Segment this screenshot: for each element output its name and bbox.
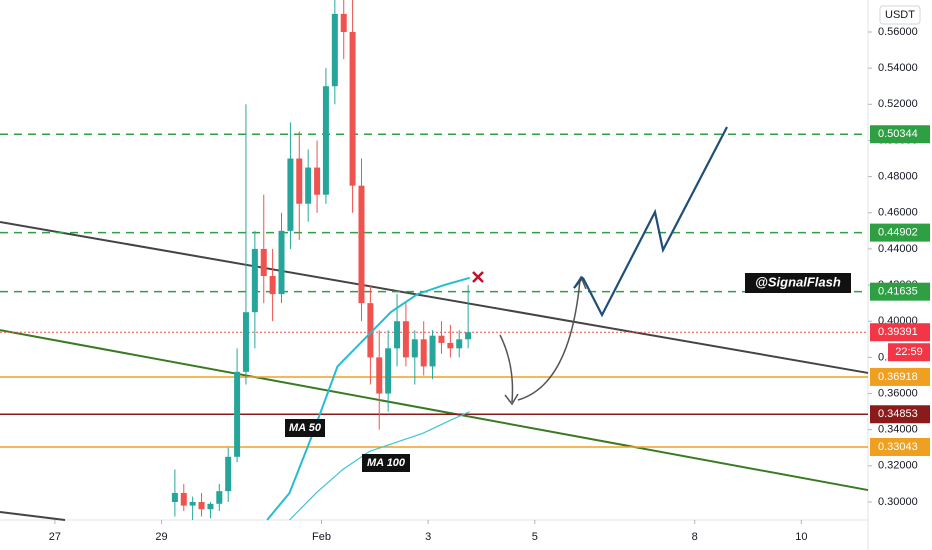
level-price-label: 0.44902 bbox=[878, 227, 918, 239]
candle-body bbox=[296, 158, 303, 204]
candle-body bbox=[438, 335, 445, 343]
x-tick-label: Feb bbox=[312, 531, 331, 543]
down-arrow-head bbox=[504, 393, 519, 406]
y-tick-label: 0.48000 bbox=[878, 171, 918, 183]
currency-box bbox=[879, 5, 921, 25]
y-tick-label: 0.32000 bbox=[878, 460, 918, 472]
x-marker bbox=[472, 271, 484, 283]
candle-body bbox=[242, 312, 249, 372]
candle-body bbox=[349, 31, 356, 186]
candle-body bbox=[171, 492, 178, 502]
up-arrow bbox=[517, 279, 581, 401]
candle-body bbox=[216, 491, 223, 504]
y-tick-label: 0.30000 bbox=[878, 496, 918, 508]
level-price-box bbox=[870, 125, 930, 144]
x-tick-label: 10 bbox=[795, 531, 807, 543]
candle-body bbox=[251, 248, 258, 313]
moving-average bbox=[289, 411, 470, 521]
annotation-box bbox=[745, 273, 851, 293]
down-arrow bbox=[499, 334, 514, 403]
forecast-path-head bbox=[573, 276, 584, 289]
candle-body bbox=[305, 167, 312, 204]
candle-body bbox=[269, 276, 276, 295]
candle-body bbox=[322, 86, 329, 195]
trend-line bbox=[0, 510, 66, 521]
x-tick-label: 27 bbox=[49, 531, 61, 543]
candle-body bbox=[465, 332, 472, 340]
moving-average bbox=[266, 276, 470, 521]
candle-body bbox=[198, 501, 205, 510]
trend-line bbox=[0, 329, 869, 492]
candle-body bbox=[340, 13, 347, 32]
candle-body bbox=[207, 503, 214, 510]
candle-body bbox=[394, 321, 401, 349]
annotation: @SignalFlash bbox=[755, 274, 841, 289]
y-tick-label: 0.46000 bbox=[878, 207, 918, 219]
level-price-label: 0.33043 bbox=[878, 441, 918, 453]
candle-body bbox=[376, 357, 383, 394]
ma-label: MA 100 bbox=[367, 457, 406, 469]
candle-body bbox=[287, 158, 294, 231]
y-tick-label: 0.36000 bbox=[878, 387, 918, 399]
level-price-box bbox=[870, 405, 930, 424]
candle-body bbox=[180, 492, 187, 506]
candle-body bbox=[367, 303, 374, 358]
candle-body bbox=[331, 13, 338, 87]
level-price-label: 0.50344 bbox=[878, 128, 918, 140]
ma-label-box bbox=[285, 419, 325, 437]
candle-body bbox=[278, 230, 285, 295]
candle-body bbox=[189, 501, 196, 506]
candle-body bbox=[411, 339, 418, 358]
currency: USDT bbox=[885, 9, 915, 21]
level-price-box bbox=[870, 323, 930, 342]
countdown: 22:59 bbox=[895, 346, 923, 358]
level-price-box bbox=[870, 367, 930, 386]
candle-body bbox=[456, 339, 463, 349]
candle-body bbox=[234, 371, 241, 457]
plot-area bbox=[0, 0, 869, 521]
level-price-label: 0.34853 bbox=[878, 408, 918, 420]
candle-body bbox=[260, 248, 267, 277]
level-price-label: 0.36918 bbox=[878, 371, 918, 383]
forecast-drawings bbox=[472, 126, 728, 406]
y-tick-label: 0.54000 bbox=[878, 62, 918, 74]
level-price-box bbox=[870, 223, 930, 242]
y-tick-label: 0.56000 bbox=[878, 26, 918, 38]
x-tick-label: 29 bbox=[155, 531, 167, 543]
level-price-label: 0.39391 bbox=[878, 326, 918, 338]
countdown-box bbox=[888, 343, 930, 362]
forecast-path bbox=[582, 126, 728, 318]
x-tick-label: 3 bbox=[425, 531, 431, 543]
y-tick-label: 0.52000 bbox=[878, 98, 918, 110]
candle-body bbox=[358, 185, 365, 304]
x-tick-label: 5 bbox=[532, 531, 538, 543]
candle-body bbox=[429, 335, 436, 367]
ma-label: MA 50 bbox=[289, 422, 322, 434]
candle-body bbox=[447, 342, 454, 349]
candle-body bbox=[402, 321, 409, 358]
level-price-box bbox=[870, 282, 930, 301]
candle-body bbox=[314, 167, 321, 195]
y-tick-label: 0.44000 bbox=[878, 243, 918, 255]
x-tick-label: 8 bbox=[692, 531, 698, 543]
ma-label-box bbox=[362, 454, 410, 472]
candle-body bbox=[385, 348, 392, 394]
candle-body bbox=[420, 339, 427, 367]
y-tick-label: 0.34000 bbox=[878, 424, 918, 436]
level-price-box bbox=[870, 437, 930, 456]
level-price-label: 0.41635 bbox=[878, 286, 918, 298]
trend-line bbox=[0, 220, 869, 374]
candle-body bbox=[225, 456, 232, 492]
